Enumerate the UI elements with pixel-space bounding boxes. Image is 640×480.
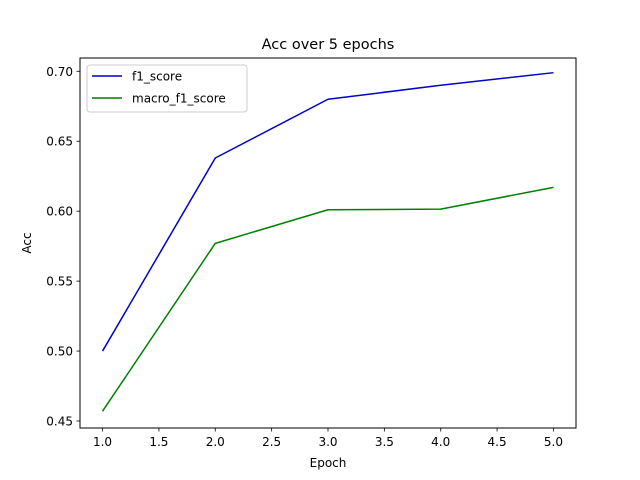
legend-label: macro_f1_score [132,92,226,106]
x-tick-label: 1.0 [93,435,112,449]
y-tick-label: 0.70 [46,65,73,79]
x-tick-label: 4.5 [488,435,507,449]
series-line-macro-f1-score [101,186,554,412]
y-axis-title: Acc [20,232,34,253]
legend: f1_score macro_f1_score [86,64,248,113]
x-tick-label: 4.0 [431,435,450,449]
x-tick-label: 3.5 [375,435,394,449]
y-tick-label: 0.55 [46,275,73,289]
x-axis-title: Epoch [310,456,347,470]
legend-label: f1_score [132,70,182,84]
x-tick-label: 1.5 [149,435,168,449]
x-axis: 1.0 1.5 2.0 2.5 3.0 3.5 4.0 4.5 5.0 [93,428,563,449]
y-tick-label: 0.65 [46,135,73,149]
legend-box [86,64,248,113]
y-tick-label: 0.45 [46,415,73,429]
y-tick-label: 0.50 [46,345,73,359]
y-axis: 0.45 0.50 0.55 0.60 0.65 0.70 [46,65,80,429]
x-tick-label: 5.0 [544,435,563,449]
x-tick-label: 2.5 [262,435,281,449]
x-tick-label: 2.0 [206,435,225,449]
plot-lines [101,71,554,412]
series-line-f1-score [101,71,554,352]
chart-title: Acc over 5 epochs [262,37,395,53]
y-tick-label: 0.60 [46,205,73,219]
x-tick-label: 3.0 [318,435,337,449]
